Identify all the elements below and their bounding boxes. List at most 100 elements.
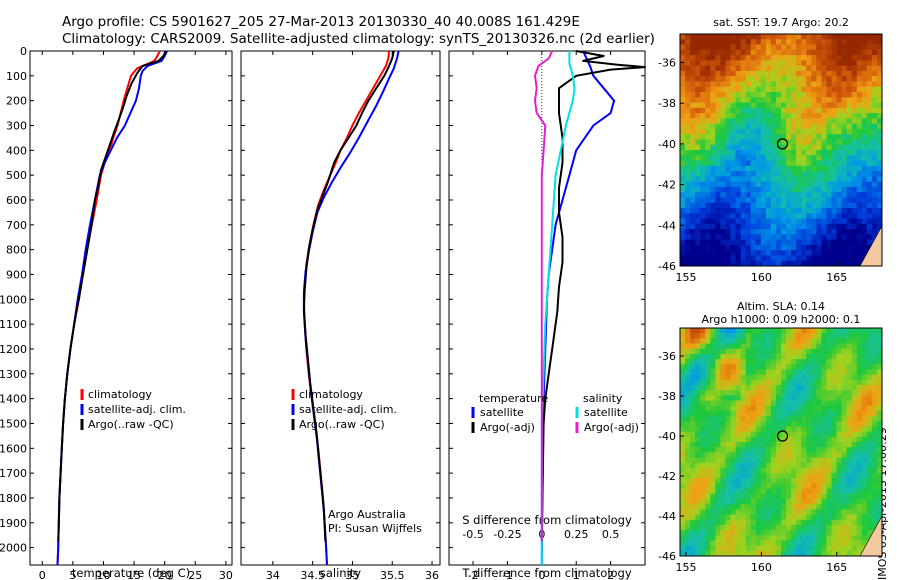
- heatmap-cell: [871, 343, 878, 350]
- heatmap-cell: [801, 208, 807, 214]
- heatmap-cell: [695, 519, 701, 526]
- heatmap-cell: [856, 333, 863, 339]
- heatmap-cell: [700, 128, 706, 135]
- heatmap-cell: [715, 524, 721, 531]
- heatmap-cell: [816, 405, 822, 412]
- y-tick-label: 1800: [0, 492, 27, 505]
- heatmap-cell: [720, 514, 726, 521]
- heatmap-cell: [745, 509, 752, 515]
- heatmap-cell: [841, 139, 848, 146]
- heatmap-cell: [695, 244, 701, 251]
- y-tick-label: 900: [6, 268, 27, 281]
- heatmap-cell: [695, 442, 701, 448]
- heatmap-cell: [715, 359, 721, 365]
- heatmap-cell: [695, 504, 701, 510]
- heatmap-cell: [806, 333, 812, 339]
- heatmap-cell: [821, 92, 827, 98]
- heatmap-cell: [786, 364, 792, 370]
- heatmap-cell: [846, 426, 853, 433]
- heatmap-cell: [861, 473, 868, 479]
- heatmap-cell: [811, 81, 817, 88]
- heatmap-cell: [730, 260, 736, 267]
- heatmap-cell: [856, 483, 863, 490]
- heatmap-cell: [806, 483, 812, 490]
- x-tick-label: -1: [502, 569, 513, 580]
- heatmap-cell: [816, 353, 822, 360]
- heatmap-cell: [791, 176, 797, 183]
- heatmap-cell: [760, 176, 767, 183]
- heatmap-cell: [700, 545, 706, 552]
- heatmap-cell: [775, 483, 782, 490]
- heatmap-cell: [695, 353, 701, 360]
- heatmap-cell: [740, 369, 747, 376]
- heatmap-cell: [695, 369, 701, 376]
- heatmap-cell: [801, 364, 807, 370]
- heatmap-cell: [755, 390, 762, 396]
- heatmap-cell: [791, 92, 797, 98]
- heatmap-cell: [791, 452, 797, 458]
- heatmap-cell: [851, 44, 858, 51]
- heatmap-cell: [705, 97, 711, 103]
- heatmap-cell: [851, 442, 858, 448]
- heatmap-cell: [821, 76, 827, 82]
- heatmap-cell: [826, 514, 832, 521]
- heatmap-cell: [861, 60, 868, 67]
- heatmap-cell: [760, 509, 767, 515]
- heatmap-cell: [760, 150, 767, 156]
- heatmap-cell: [816, 250, 822, 256]
- heatmap-cell: [836, 416, 842, 422]
- heatmap-cell: [715, 113, 721, 119]
- heatmap-cell: [861, 70, 868, 77]
- heatmap-cell: [806, 436, 812, 443]
- heatmap-cell: [796, 483, 802, 490]
- heatmap-cell: [700, 76, 706, 82]
- heatmap-cell: [740, 509, 747, 515]
- heatmap-cell: [876, 160, 883, 167]
- heatmap-cell: [720, 202, 726, 209]
- heatmap-cell: [816, 102, 822, 109]
- heatmap-cell: [705, 473, 711, 479]
- heatmap-cell: [755, 514, 762, 521]
- heatmap-cell: [700, 134, 706, 140]
- heatmap-cell: [680, 390, 686, 396]
- heatmap-cell: [700, 343, 706, 350]
- heatmap-cell: [705, 165, 711, 172]
- heatmap-cell: [690, 442, 696, 448]
- heatmap-cell: [846, 442, 853, 448]
- map-subtitle: Argo h1000: 0.09 h2000: 0.1: [702, 313, 861, 326]
- heatmap-cell: [786, 483, 792, 490]
- heatmap-cell: [806, 359, 812, 365]
- heatmap-cell: [856, 353, 863, 360]
- heatmap-cell: [836, 359, 842, 365]
- heatmap-cell: [770, 462, 777, 469]
- heatmap-cell: [695, 70, 701, 77]
- heatmap-cell: [841, 400, 848, 407]
- heatmap-cell: [796, 519, 802, 526]
- heatmap-cell: [861, 181, 868, 188]
- heatmap-cell: [791, 405, 797, 412]
- heatmap-cell: [685, 447, 691, 453]
- heatmap-cell: [851, 473, 858, 479]
- heatmap-cell: [725, 416, 731, 422]
- heatmap-cell: [740, 55, 747, 61]
- heatmap-cell: [871, 139, 878, 146]
- heatmap-cell: [680, 545, 686, 552]
- heatmap-cell: [871, 223, 878, 230]
- heatmap-cell: [705, 107, 711, 114]
- heatmap-cell: [690, 113, 696, 119]
- heatmap-cell: [695, 478, 701, 484]
- heatmap-cell: [725, 410, 731, 417]
- heatmap-cell: [846, 218, 853, 225]
- heatmap-cell: [725, 244, 731, 251]
- heatmap-cell: [826, 374, 832, 381]
- heatmap-cell: [846, 86, 853, 93]
- heatmap-cell: [841, 192, 848, 198]
- heatmap-cell: [876, 102, 883, 109]
- heatmap-cell: [700, 483, 706, 490]
- heatmap-cell: [786, 223, 792, 230]
- heatmap-cell: [740, 113, 747, 119]
- heatmap-cell: [700, 359, 706, 365]
- heatmap-cell: [851, 34, 858, 40]
- heatmap-cell: [765, 442, 772, 448]
- heatmap-cell: [821, 44, 827, 51]
